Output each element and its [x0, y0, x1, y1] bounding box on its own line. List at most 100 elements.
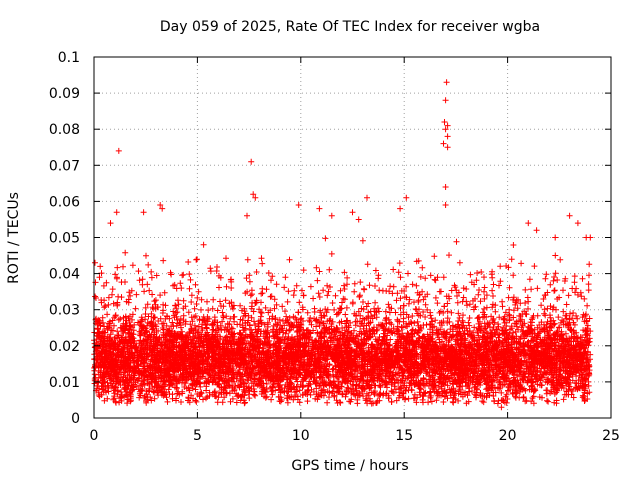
data-point	[398, 287, 405, 294]
data-point	[483, 304, 490, 311]
data-point	[586, 272, 592, 279]
data-point	[562, 380, 569, 387]
data-point	[432, 294, 439, 301]
data-point	[264, 323, 271, 330]
data-point	[248, 287, 255, 294]
data-point	[551, 321, 558, 328]
data-point	[427, 272, 434, 279]
data-point	[112, 313, 119, 320]
data-point	[129, 316, 135, 323]
data-point	[223, 255, 229, 262]
data-point	[395, 269, 402, 276]
data-point	[328, 250, 335, 257]
data-point	[166, 327, 173, 334]
data-point	[207, 268, 214, 275]
data-point	[344, 274, 351, 281]
data-point	[220, 303, 227, 310]
data-point	[506, 311, 512, 318]
data-point	[112, 271, 119, 278]
data-point	[185, 309, 192, 316]
data-point	[104, 311, 111, 318]
data-point	[109, 291, 115, 298]
data-point	[571, 273, 578, 280]
data-point	[166, 391, 173, 397]
data-point	[413, 350, 420, 357]
data-point	[444, 382, 451, 389]
data-point	[269, 273, 276, 280]
data-point	[473, 277, 480, 284]
data-point	[240, 386, 247, 393]
data-point	[282, 274, 289, 281]
data-point	[484, 330, 491, 337]
data-point	[262, 304, 269, 311]
data-point	[300, 267, 307, 274]
data-point	[351, 288, 358, 295]
data-point	[336, 319, 343, 326]
data-point	[466, 322, 473, 329]
data-point	[544, 289, 551, 296]
data-point	[329, 366, 336, 373]
data-point	[510, 242, 517, 248]
data-point	[456, 259, 463, 266]
data-point	[219, 399, 226, 406]
data-point	[360, 393, 367, 400]
data-point	[259, 260, 266, 267]
data-point	[200, 313, 207, 320]
data-point	[299, 392, 306, 399]
data-point	[273, 281, 280, 288]
data-point	[528, 316, 535, 323]
data-point	[326, 266, 333, 273]
data-point	[214, 380, 221, 387]
data-point	[358, 336, 365, 343]
data-point	[360, 299, 366, 305]
data-point	[195, 288, 202, 295]
data-point	[324, 282, 331, 289]
data-point	[94, 385, 100, 392]
data-point	[551, 399, 558, 406]
data-point	[397, 384, 404, 391]
data-point	[560, 287, 566, 294]
data-point	[186, 285, 193, 292]
data-point	[146, 287, 153, 294]
data-point	[124, 400, 131, 407]
data-point	[315, 290, 322, 297]
data-point	[258, 255, 265, 262]
data-point	[339, 391, 346, 398]
data-point	[466, 315, 473, 321]
data-point	[393, 297, 400, 304]
data-point	[420, 309, 427, 315]
data-point	[481, 284, 488, 291]
data-point	[187, 276, 194, 283]
data-point	[433, 397, 440, 404]
data-point	[397, 295, 404, 302]
data-point	[317, 307, 324, 314]
data-point	[579, 314, 586, 321]
data-point	[405, 395, 412, 402]
data-point	[475, 325, 482, 332]
data-point	[454, 299, 461, 306]
data-point	[414, 318, 421, 325]
data-point	[417, 273, 424, 280]
data-point	[372, 267, 379, 274]
data-point	[336, 388, 343, 395]
data-point	[431, 253, 438, 260]
data-point	[563, 301, 570, 308]
data-point	[286, 256, 293, 263]
data-point	[105, 301, 112, 308]
data-point	[490, 293, 496, 299]
data-point	[198, 296, 205, 303]
data-point	[352, 318, 359, 325]
data-point	[170, 368, 177, 375]
data-point	[341, 282, 347, 289]
data-point	[237, 372, 244, 379]
data-point	[528, 286, 535, 293]
data-point	[250, 386, 257, 392]
data-point	[290, 313, 297, 320]
data-point	[117, 315, 124, 322]
data-point	[580, 393, 587, 400]
data-point	[510, 314, 517, 321]
data-point	[173, 322, 180, 329]
data-point	[419, 264, 426, 271]
data-point	[531, 263, 538, 270]
